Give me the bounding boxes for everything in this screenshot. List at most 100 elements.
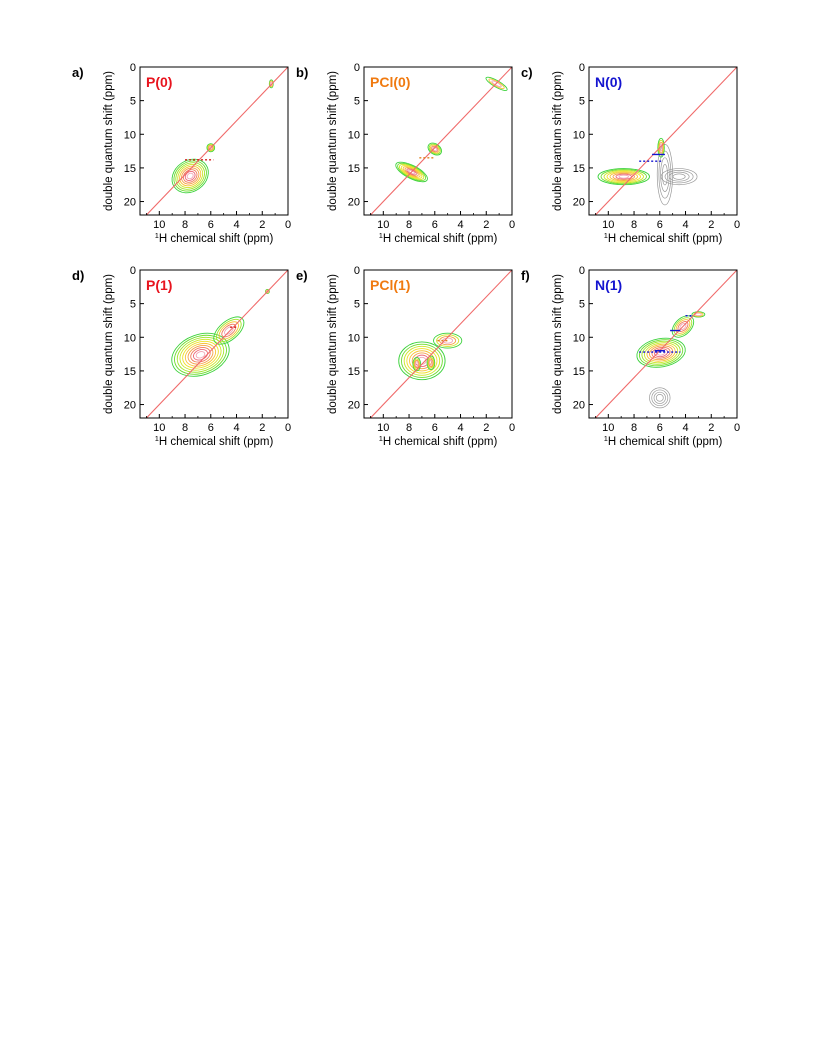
contour-level	[206, 143, 216, 153]
panel-title: N(1)	[595, 277, 622, 293]
x-tick-label: 2	[483, 422, 489, 434]
contour-level	[431, 145, 439, 153]
gray-contour-group	[660, 168, 698, 186]
contour-level	[404, 167, 419, 177]
contour-peak	[265, 289, 270, 294]
contour-level	[406, 348, 438, 374]
x-axis-label: 1H chemical shift (ppm)	[379, 231, 498, 246]
contour-peak	[597, 168, 650, 186]
contour-level	[187, 344, 214, 365]
x-tick-label: 2	[708, 422, 714, 434]
contour-level	[265, 289, 270, 294]
contour-level	[600, 169, 647, 185]
panel-letter: b)	[296, 65, 308, 80]
y-tick-label: 15	[573, 366, 585, 378]
plot-frame	[363, 66, 513, 216]
y-axis-label: double quantum shift (ppm)	[327, 274, 339, 414]
contour-peak	[691, 311, 706, 318]
contour-level	[208, 144, 214, 151]
y-tick-label: 10	[124, 332, 136, 344]
contour-level	[179, 165, 202, 187]
y-axis-label: double quantum shift (ppm)	[327, 71, 339, 211]
plot-area	[369, 67, 512, 215]
contour-level	[174, 334, 227, 375]
plot-frame	[588, 269, 738, 419]
x-tick-label: 8	[182, 219, 188, 231]
plot-area	[145, 270, 288, 418]
y-axis-label: double quantum shift (ppm)	[552, 274, 564, 414]
x-axis-label-sup: 1	[604, 434, 608, 443]
x-tick-label: 0	[509, 219, 515, 231]
gray-contour	[655, 394, 664, 402]
y-tick-label: 0	[354, 62, 360, 74]
y-tick-label: 20	[573, 400, 585, 412]
contour-level	[181, 167, 200, 185]
x-axis-label: 1H chemical shift (ppm)	[155, 231, 274, 246]
contour-level	[693, 312, 704, 317]
contour-level	[215, 318, 242, 343]
contour-level	[439, 336, 457, 346]
y-tick-label: 0	[579, 62, 585, 74]
y-tick-label: 20	[124, 197, 136, 209]
contour-level	[395, 161, 428, 183]
panel-letter: d)	[72, 268, 84, 283]
y-tick-label: 5	[354, 299, 360, 311]
x-tick-label: 6	[208, 422, 214, 434]
plot-frame	[139, 269, 289, 419]
contour-level	[403, 345, 441, 376]
contour-level	[406, 168, 417, 176]
contour-level	[609, 171, 638, 182]
x-tick-label: 0	[285, 219, 291, 231]
x-tick-label: 2	[708, 219, 714, 231]
contour-level	[268, 79, 274, 89]
contour-level	[603, 170, 644, 184]
contour-level	[397, 162, 427, 182]
diagonal-line	[594, 270, 737, 418]
y-tick-label: 0	[130, 62, 136, 74]
panel-title: PCl(1)	[370, 277, 410, 293]
panel-letter: e)	[296, 268, 308, 283]
x-tick-label: 2	[483, 219, 489, 231]
x-tick-label: 10	[602, 422, 614, 434]
x-axis-label-main: H chemical shift (ppm)	[159, 233, 274, 245]
contour-level	[186, 172, 194, 180]
y-tick-label: 5	[130, 96, 136, 108]
gray-contour	[653, 391, 666, 404]
contour-level	[398, 341, 446, 381]
y-tick-label: 10	[348, 332, 360, 344]
gray-contour	[651, 389, 669, 407]
x-axis-label-main: H chemical shift (ppm)	[383, 233, 498, 245]
x-tick-label: 4	[233, 219, 239, 231]
y-tick-label: 15	[348, 366, 360, 378]
contour-level	[398, 163, 425, 180]
x-tick-label: 6	[657, 422, 663, 434]
contour-peak	[636, 337, 686, 368]
contour-peak	[206, 143, 216, 153]
contour-level	[208, 145, 213, 150]
diagonal-line	[594, 67, 737, 215]
contour-level	[643, 342, 679, 364]
x-axis-label-sup: 1	[155, 231, 159, 240]
panel-letter: f)	[521, 268, 530, 283]
x-tick-label: 6	[657, 219, 663, 231]
contour-level	[436, 334, 460, 347]
x-axis-label-sup: 1	[155, 434, 159, 443]
y-tick-label: 20	[348, 400, 360, 412]
contour-level	[224, 326, 234, 335]
y-tick-label: 15	[573, 163, 585, 175]
contour-level	[412, 357, 422, 372]
x-tick-label: 6	[432, 219, 438, 231]
x-tick-label: 6	[432, 422, 438, 434]
panel-letter: c)	[521, 65, 533, 80]
contour-level	[213, 316, 245, 345]
y-tick-label: 20	[124, 400, 136, 412]
panel-title: N(0)	[595, 74, 622, 90]
diagonal-line	[145, 270, 288, 418]
gray-contour	[656, 144, 674, 206]
x-axis-label-main: H chemical shift (ppm)	[608, 233, 723, 245]
y-tick-label: 10	[348, 129, 360, 141]
y-tick-label: 10	[573, 129, 585, 141]
contour-peak	[395, 161, 428, 183]
